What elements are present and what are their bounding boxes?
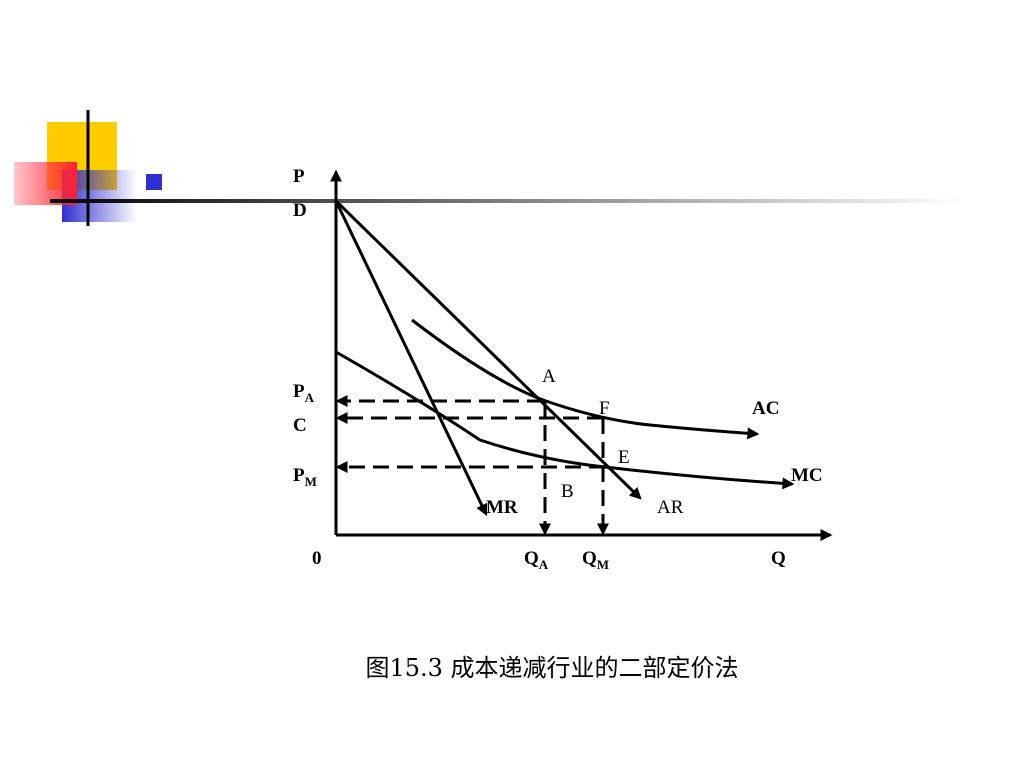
caption: 图15.3 成本递减行业的二部定价法	[365, 654, 738, 682]
point-a: A	[542, 366, 556, 387]
sub: A	[305, 390, 315, 405]
c-label: C	[293, 415, 307, 436]
base: Q	[582, 548, 597, 569]
mr-line	[334, 200, 488, 517]
mc-label: MC	[791, 465, 823, 486]
qm-label: QM	[582, 548, 609, 572]
y-label: P	[293, 166, 305, 187]
ar-label: AR	[657, 497, 684, 518]
ar-line	[334, 199, 642, 500]
small-square	[146, 174, 162, 190]
base: Q	[524, 548, 539, 569]
base: P	[293, 465, 305, 486]
pm-label: PM	[293, 465, 317, 489]
point-b: B	[561, 481, 574, 502]
red-square	[14, 162, 77, 205]
base: P	[293, 381, 305, 402]
origin-label: 0	[312, 548, 322, 569]
decoration	[14, 110, 965, 226]
h-rule	[50, 199, 965, 203]
x-label: Q	[771, 548, 786, 569]
sub: M	[597, 557, 609, 572]
sub: M	[305, 474, 317, 489]
ac-curve	[411, 318, 760, 440]
point-f: F	[599, 398, 610, 419]
sub: A	[539, 557, 549, 572]
d-label: D	[293, 200, 307, 221]
ac-label: AC	[752, 398, 779, 419]
diagram: P D PA C PM 0 QA QM Q MR AR AC MC A F E …	[293, 166, 833, 572]
pa-label: PA	[293, 381, 315, 405]
mr-label: MR	[486, 497, 518, 518]
point-e: E	[618, 447, 630, 468]
qa-label: QA	[524, 548, 549, 572]
